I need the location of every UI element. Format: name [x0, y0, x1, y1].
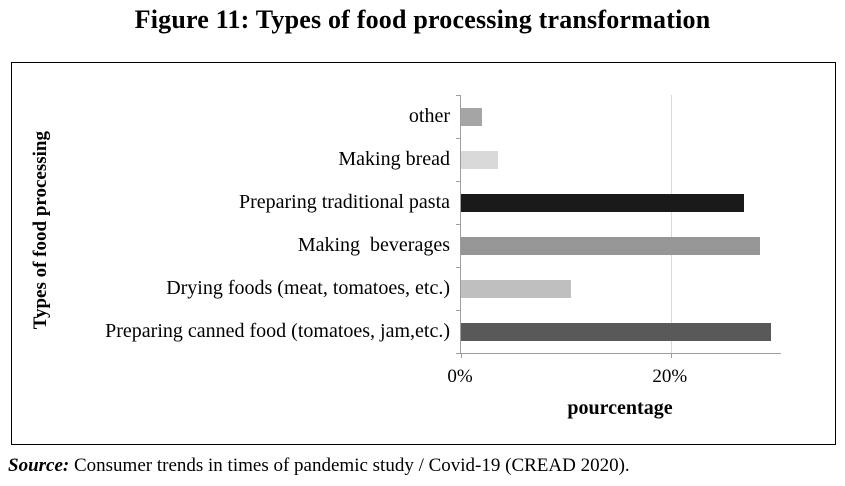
bar-drying-foods	[461, 279, 572, 298]
category-label-other: other	[408, 105, 450, 127]
bar-row-canned-food	[461, 310, 781, 353]
category-label-traditional-pasta: Preparing traditional pasta	[238, 191, 450, 213]
category-label-drying-foods: Drying foods (meat, tomatoes, etc.)	[166, 277, 450, 299]
bar-making-bread	[461, 150, 498, 169]
source-text: Consumer trends in times of pandemic stu…	[69, 455, 630, 476]
figure-title: Figure 11: Types of food processing tran…	[134, 5, 711, 34]
x-axis-tick-labels: 0% 20%	[447, 366, 780, 390]
category-label-making-bread: Making bread	[338, 148, 450, 170]
bar-traditional-pasta	[461, 193, 745, 212]
category-labels: other Making bread Preparing traditional…	[12, 95, 450, 353]
x-axis-title: pourcentage	[567, 397, 673, 419]
source-label: Source:	[8, 455, 70, 476]
bar-making-beverages	[461, 236, 761, 255]
plot-area	[456, 95, 781, 358]
bar-row-traditional-pasta	[461, 181, 781, 224]
category-label-canned-food: Preparing canned food (tomatoes, jam,etc…	[105, 320, 450, 342]
bar-canned-food	[461, 322, 771, 341]
source-note: Source: Consumer trends in times of pand…	[8, 455, 630, 477]
x-axis-tick-20	[670, 353, 672, 358]
category-label-making-beverages: Making beverages	[297, 234, 450, 256]
x-tick-label-0: 0%	[447, 366, 473, 387]
gridline-20-percent	[670, 95, 672, 353]
category-axis-ticks	[456, 95, 461, 354]
bar-row-making-beverages	[461, 224, 781, 267]
bar-row-drying-foods	[461, 267, 781, 310]
chart-frame: Types of food processing other Making br…	[11, 62, 836, 445]
bar-row-making-bread	[461, 138, 781, 181]
bar-other	[461, 107, 482, 126]
x-axis-tick-0	[461, 353, 462, 358]
x-tick-label-20: 20%	[652, 366, 688, 387]
bar-row-other	[461, 95, 781, 138]
